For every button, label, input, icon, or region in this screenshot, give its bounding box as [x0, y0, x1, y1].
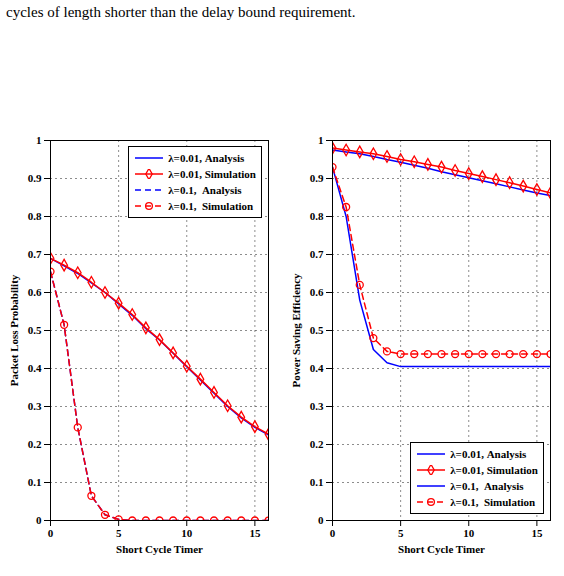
html-text:λ=0.1, Simulation: λ=0.1, Simulation	[168, 200, 254, 212]
svg-text:0.5: 0.5	[28, 324, 42, 336]
svg-text:1: 1	[36, 134, 42, 146]
svg-text:0.2: 0.2	[28, 438, 42, 450]
html-text:λ=0.01, Simulation: λ=0.01, Simulation	[168, 168, 256, 180]
svg-text:0.1: 0.1	[28, 476, 42, 488]
svg-text:Power Saving Efficiency: Power Saving Efficiency	[290, 273, 302, 388]
svg-text:10: 10	[463, 527, 475, 539]
svg-text:0.4: 0.4	[28, 362, 42, 374]
svg-text:0.1: 0.1	[310, 476, 324, 488]
svg-text:0.7: 0.7	[310, 248, 324, 260]
svg-text:0.3: 0.3	[310, 400, 324, 412]
svg-text:15: 15	[531, 527, 543, 539]
svg-text:0.2: 0.2	[310, 438, 324, 450]
html-text:λ=0.1, Simulation: λ=0.1, Simulation	[450, 496, 536, 508]
html-text:λ=0.1, Analysis: λ=0.1, Analysis	[450, 480, 524, 492]
svg-text:0: 0	[36, 514, 42, 526]
svg-text:1: 1	[318, 134, 324, 146]
svg-text:0.9: 0.9	[310, 172, 324, 184]
html-text:cycles of length shorter than: cycles of length shorter than the delay …	[6, 4, 356, 20]
svg-text:0.4: 0.4	[310, 362, 324, 374]
svg-text:0: 0	[330, 527, 336, 539]
svg-text:Packet Loss Probability: Packet Loss Probability	[8, 274, 20, 386]
html-text:λ=0.1, Analysis: λ=0.1, Analysis	[168, 184, 242, 196]
svg-text:0: 0	[318, 514, 324, 526]
html-text:λ=0.01, Analysis: λ=0.01, Analysis	[168, 152, 245, 164]
svg-text:0.3: 0.3	[28, 400, 42, 412]
svg-text:0.9: 0.9	[28, 172, 42, 184]
svg-text:0.7: 0.7	[28, 248, 42, 260]
svg-text:0: 0	[48, 527, 54, 539]
svg-text:0.8: 0.8	[310, 210, 324, 222]
svg-text:10: 10	[181, 527, 193, 539]
svg-text:0.8: 0.8	[28, 210, 42, 222]
svg-text:0.6: 0.6	[310, 286, 324, 298]
svg-text:Short Cycle Timer: Short Cycle Timer	[116, 543, 203, 555]
svg-text:0.5: 0.5	[310, 324, 324, 336]
svg-text:15: 15	[249, 527, 261, 539]
html-text:λ=0.01, Analysis: λ=0.01, Analysis	[450, 448, 527, 460]
svg-text:0.6: 0.6	[28, 286, 42, 298]
svg-text:Short Cycle Timer: Short Cycle Timer	[398, 543, 485, 555]
svg-text:5: 5	[398, 527, 404, 539]
html-text:λ=0.01, Simulation: λ=0.01, Simulation	[450, 464, 538, 476]
svg-text:5: 5	[116, 527, 122, 539]
